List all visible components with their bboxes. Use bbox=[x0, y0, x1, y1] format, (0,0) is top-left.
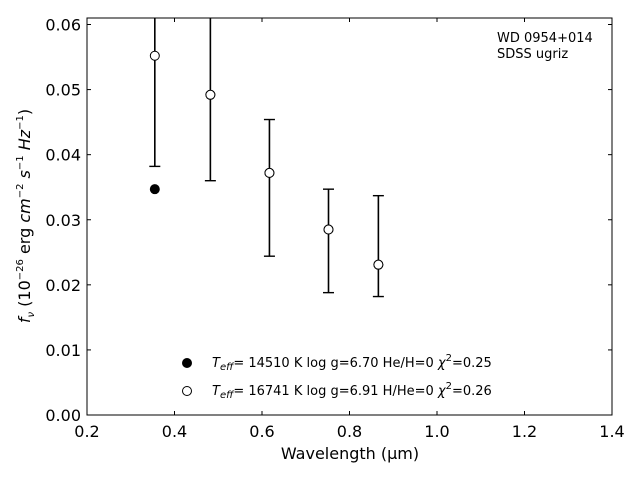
ticks-layer: 0.2 0.4 0.6 0.8 1.0 1.2 1.4 0.00 0.01 0.02 0.03 0.0… bbox=[45, 16, 624, 441]
y-tick-label: 0.05 bbox=[45, 81, 81, 100]
x-axis-label: Wavelength (μm) bbox=[281, 444, 419, 463]
x-tick-label: 0.6 bbox=[249, 422, 274, 441]
legend-entry-2-params: = 16741 K log g=6.91 H/He=0 bbox=[233, 384, 438, 399]
y-tick-label: 0.03 bbox=[45, 211, 81, 230]
legend-entry-1-params: = 14510 K log g=6.70 He/H=0 bbox=[233, 356, 438, 371]
data-points bbox=[149, 50, 384, 270]
x-tick-label: 1.4 bbox=[599, 422, 624, 441]
y-tick-label: 0.04 bbox=[45, 146, 81, 165]
x-tick-label: 1.0 bbox=[424, 422, 449, 441]
model-point-open bbox=[149, 50, 160, 61]
y-axis-label: fν (10−26 erg cm−2 s−1 Hz−1) bbox=[15, 109, 37, 323]
x-tick-label: 0.8 bbox=[337, 422, 362, 441]
x-tick-label: 0.4 bbox=[162, 422, 187, 441]
object-name-annotation: WD 0954+014 bbox=[497, 31, 593, 46]
y-tick-label: 0.00 bbox=[45, 406, 81, 425]
model-point-open bbox=[205, 89, 216, 100]
model-point-open bbox=[323, 224, 334, 235]
plot-frame bbox=[86, 17, 613, 416]
legend-marker-open bbox=[182, 386, 192, 396]
y-tick-label: 0.02 bbox=[45, 276, 81, 295]
model-point-open bbox=[264, 167, 275, 178]
legend-entry-2: Teff= 16741 K log g=6.91 H/He=0 χ2=0.26 bbox=[212, 381, 492, 401]
y-tick-label: 0.01 bbox=[45, 341, 81, 360]
legend-entry-1-chi: =0.25 bbox=[452, 356, 492, 371]
y-tick-label: 0.06 bbox=[45, 16, 81, 35]
survey-annotation: SDSS ugriz bbox=[497, 47, 568, 62]
x-tick-label: 0.2 bbox=[74, 422, 99, 441]
x-tick-label: 1.2 bbox=[512, 422, 537, 441]
legend: Teff= 14510 K log g=6.70 He/H=0 χ2=0.25 … bbox=[182, 353, 492, 401]
legend-entry-2-chi: =0.26 bbox=[452, 384, 492, 399]
model-point-open bbox=[373, 259, 384, 270]
legend-marker-filled bbox=[182, 358, 192, 368]
model-point-filled bbox=[149, 184, 160, 195]
legend-entry-1: Teff= 14510 K log g=6.70 He/H=0 χ2=0.25 bbox=[212, 353, 492, 373]
